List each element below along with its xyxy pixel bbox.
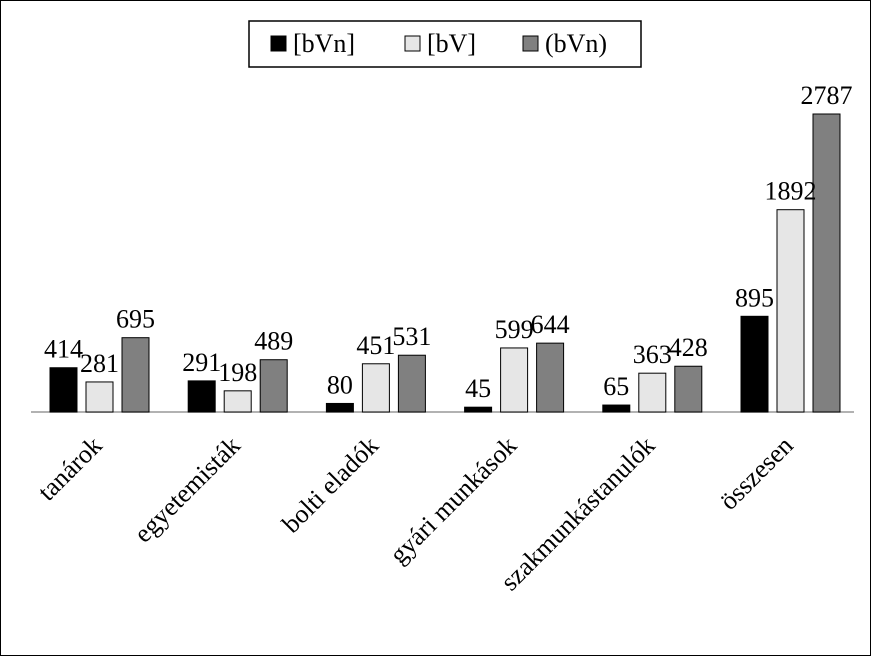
legend-box: [248, 20, 642, 68]
data-label-gyari-munkasok-bv: 599: [495, 315, 534, 344]
bar-gyari-munkasok-bvn: [536, 342, 565, 413]
data-label-osszesen-bvn: 895: [735, 283, 774, 312]
data-label-gyari-munkasok-bvn: 45: [465, 374, 491, 403]
tick-label-bolti-eladok: bolti eladók: [276, 431, 384, 539]
tick-label-gyari-munkasok: gyári munkások: [384, 431, 522, 569]
data-label-szakmunkastanulok-bv: 363: [633, 340, 672, 369]
data-label-bolti-eladok-bv: 451: [356, 331, 395, 360]
data-label-osszesen-bvn: 2787: [801, 81, 853, 110]
data-label-szakmunkastanulok-bvn: 65: [603, 372, 629, 401]
bar-bolti-eladok-bvn: [397, 354, 426, 413]
data-label-tanarok-bvn: 695: [116, 305, 155, 334]
bar-szakmunkastanulok-bvn: [674, 365, 703, 413]
bar-bolti-eladok-bvn: [325, 402, 354, 413]
data-label-tanarok-bvn: 414: [44, 335, 83, 364]
data-label-egyetemistak-bvn: 489: [254, 327, 293, 356]
bar-gyari-munkasok-bvn: [464, 406, 493, 413]
bar-tanarok-bvn: [49, 367, 78, 413]
bar-osszesen-bvn: [740, 315, 769, 413]
legend-label-bvn: [bVn]: [293, 29, 355, 58]
bar-egyetemistak-bvn: [259, 359, 288, 413]
data-label-egyetemistak-bv: 198: [218, 358, 257, 387]
bar-osszesen-bv: [776, 209, 805, 413]
tick-label-egyetemistak: egyetemisták: [128, 431, 246, 549]
bar-tanarok-bv: [85, 381, 114, 413]
bar-szakmunkastanulok-bv: [638, 372, 667, 413]
legend-swatch-bvn: [522, 35, 539, 52]
bar-bolti-eladok-bv: [361, 363, 390, 413]
legend-label-bv: [bV]: [427, 29, 476, 58]
data-label-szakmunkastanulok-bvn: 428: [669, 333, 708, 362]
bars-group: [49, 113, 841, 413]
data-label-osszesen-bv: 1892: [765, 177, 817, 206]
tick-label-tanarok: tanárok: [32, 431, 108, 507]
x-tick-labels-group: tanárok egyetemisták bolti eladók gyári mun…: [32, 431, 799, 597]
data-label-tanarok-bv: 281: [80, 349, 119, 378]
legend-label-bvn: (bVn): [545, 29, 607, 58]
data-label-bolti-eladok-bvn: 80: [327, 370, 353, 399]
legend-swatch-bvn: [270, 35, 287, 52]
bar-egyetemistak-bvn: [187, 380, 216, 413]
tick-label-osszesen: összesen: [714, 431, 799, 516]
legend: [bVn] [bV] (bVn): [248, 20, 642, 68]
legend-swatch-bv: [404, 35, 421, 52]
data-label-gyari-munkasok-bvn: 644: [531, 310, 570, 339]
tick-label-szakmunkastanulok: szakmunkástanulók: [495, 431, 661, 597]
bar-osszesen-bvn: [812, 113, 841, 413]
bar-gyari-munkasok-bv: [500, 347, 529, 413]
bar-szakmunkastanulok-bvn: [602, 404, 631, 413]
data-label-egyetemistak-bvn: 291: [182, 348, 221, 377]
bar-tanarok-bvn: [121, 337, 150, 413]
data-label-bolti-eladok-bvn: 531: [392, 322, 431, 351]
bar-egyetemistak-bv: [223, 390, 252, 413]
